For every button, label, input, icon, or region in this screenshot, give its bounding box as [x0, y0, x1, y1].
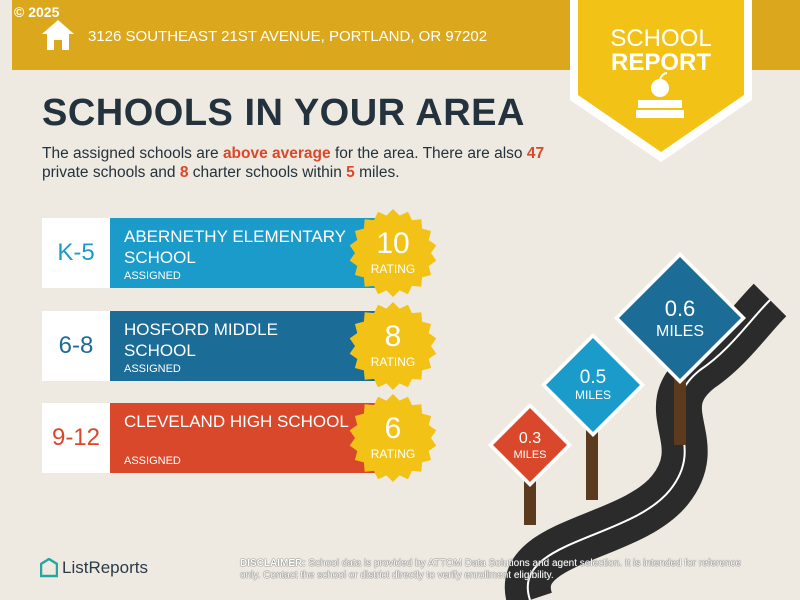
page-title: SCHOOLS IN YOUR AREA [42, 92, 525, 134]
road-graphic [504, 283, 787, 600]
sign-distance: 0.6 [665, 296, 696, 321]
highlight: above average [222, 145, 331, 162]
disclaimer: DISCLAIMER: School data is provided by A… [240, 558, 760, 582]
sign-unit: MILES [656, 323, 704, 340]
intro-text: The assigned schools are above average f… [42, 144, 562, 182]
sign-distance: 0.5 [580, 367, 606, 388]
sign-distance: 0.3 [519, 430, 541, 447]
school-name: CLEVELAND HIGH SCHOOL [124, 412, 349, 431]
school-band: CLEVELAND HIGH SCHOOL ASSIGNED [110, 403, 400, 473]
highlight: 47 [526, 145, 545, 162]
seal-shape [349, 209, 437, 297]
intro-segment: The assigned schools are [42, 145, 223, 162]
address: 3126 SOUTHEAST 21ST AVENUE, PORTLAND, OR… [88, 28, 488, 45]
school-band: ABERNETHY ELEMENTARY SCHOOL ASSIGNED [110, 218, 400, 288]
badge-line2: REPORT [611, 49, 711, 76]
school-name: HOSFORD MIDDLE SCHOOL [124, 320, 278, 360]
grade-box: 9-12 [42, 403, 110, 473]
distance-sign: 0.6 MILES [614, 252, 746, 384]
seal-shape [349, 394, 437, 482]
rating-label: RATING [371, 262, 415, 276]
intro-segment: private schools and [42, 164, 180, 181]
seal-shape [349, 302, 437, 390]
rating-value: 6 [385, 412, 402, 445]
sign-face [619, 257, 741, 379]
distance-sign: 0.3 MILES [488, 403, 572, 487]
intro-segment: miles. [354, 164, 400, 181]
sign-face [493, 408, 567, 482]
copyright: © 2025 [14, 4, 60, 20]
rating-seal: 6 RATING [349, 394, 437, 482]
school-status: ASSIGNED [124, 363, 181, 375]
school-band: HOSFORD MIDDLE SCHOOL ASSIGNED [110, 311, 400, 381]
sign-unit: MILES [513, 449, 546, 461]
school-status: ASSIGNED [124, 270, 181, 282]
sign-unit: MILES [575, 388, 611, 402]
grade-box: 6-8 [42, 311, 110, 381]
school-report-badge: SCHOOL REPORT [570, 0, 752, 162]
rating-value: 8 [385, 320, 402, 353]
logo-text: ListReports [62, 558, 148, 577]
badge-line1: SCHOOL [610, 25, 711, 52]
disclaimer-text: School data is provided by ATTOM Data So… [240, 558, 741, 581]
rating-label: RATING [371, 447, 415, 461]
intro-segment: charter schools within [188, 164, 347, 181]
grade-box: K-5 [42, 218, 110, 288]
disclaimer-label: DISCLAIMER: [240, 558, 306, 569]
home-icon [42, 20, 74, 50]
highlight: 5 [346, 164, 355, 181]
school-status: ASSIGNED [124, 455, 181, 467]
logo-icon [40, 558, 58, 578]
school-name: ABERNETHY ELEMENTARY SCHOOL [124, 227, 346, 267]
sign-face [546, 338, 640, 432]
logo: ListReports [40, 558, 148, 578]
highlight: 8 [179, 164, 189, 181]
intro-segment: for the area. There are also [330, 145, 527, 162]
rating-value: 10 [376, 227, 409, 260]
rating-label: RATING [371, 355, 415, 369]
rating-seal: 10 RATING [349, 209, 437, 297]
rating-seal: 8 RATING [349, 302, 437, 390]
